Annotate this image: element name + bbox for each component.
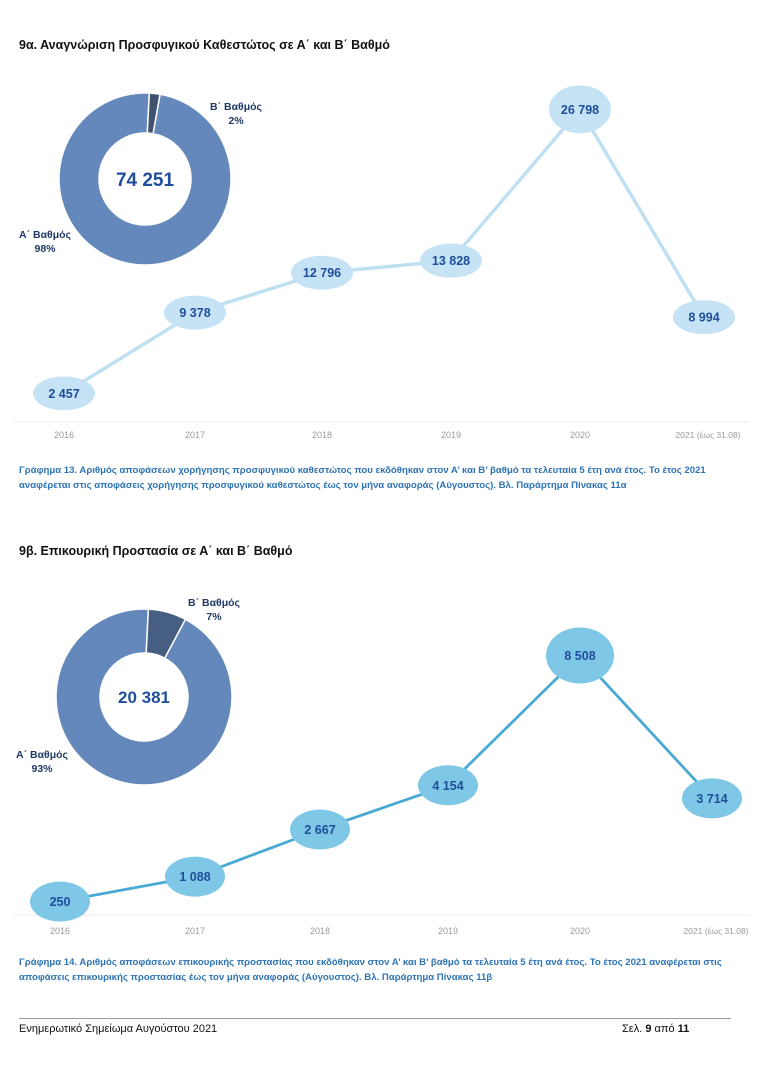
x-tick-label: 2020 (570, 926, 590, 936)
data-point (290, 809, 350, 850)
donut-slice-percent: 7% (206, 611, 222, 623)
x-tick-label: 2020 (570, 430, 590, 440)
donut-slice-percent: 93% (31, 763, 53, 775)
data-point (546, 627, 614, 684)
x-tick-label: 2018 (310, 926, 330, 936)
x-tick-label: 2016 (54, 430, 74, 440)
donut-total: 20 381 (118, 688, 170, 707)
chart-14: 2016 2017 2018 2019 2020 2021 (έως 31.08) 250 1… (14, 597, 750, 936)
data-label: 2 667 (304, 823, 335, 837)
data-point (420, 243, 482, 278)
data-label: 8 508 (564, 649, 595, 663)
x-tick-label: 2017 (185, 430, 205, 440)
data-point (30, 881, 90, 922)
data-point (673, 300, 735, 335)
donut-slice-label: Β΄ Βαθμός (210, 101, 263, 113)
x-tick-label: 2016 (50, 926, 70, 936)
data-point (418, 765, 478, 806)
data-point (549, 85, 611, 134)
donut-slice-label: Β΄ Βαθμός (188, 597, 241, 609)
x-tick-label: 2017 (185, 926, 205, 936)
data-label: 9 378 (179, 306, 210, 320)
donut-total: 74 251 (116, 170, 175, 191)
data-label: 1 088 (179, 870, 210, 884)
data-point (165, 856, 225, 897)
data-point (164, 295, 226, 330)
donut-slice-percent: 98% (34, 243, 56, 255)
donut-slice (58, 92, 232, 266)
data-label: 26 798 (561, 103, 599, 117)
x-tick-label: 2021 (έως 31.08) (683, 926, 748, 936)
data-label: 3 714 (696, 792, 727, 806)
page-current: 9 (645, 1023, 652, 1035)
data-label: 2 457 (48, 387, 79, 401)
data-label: 250 (50, 895, 71, 909)
x-tick-label: 2019 (441, 430, 461, 440)
x-tick-label: 2018 (312, 430, 332, 440)
data-point (33, 376, 95, 411)
page-prefix: Σελ. (622, 1023, 643, 1035)
section-a-caption: Γράφημα 13. Αριθμός αποφάσεων χορήγησης … (19, 465, 706, 491)
chart-13: 2016 2017 2018 2019 2020 2021 (έως 31.08) 2 45… (14, 85, 750, 440)
data-label: 4 154 (432, 779, 463, 793)
x-tick-label: 2019 (438, 926, 458, 936)
data-label: 13 828 (432, 254, 470, 268)
data-label: 12 796 (303, 266, 341, 280)
donut-slice (145, 608, 187, 660)
section-a-title: 9α. Αναγνώριση Προσφυγικού Καθεστώτος σε… (19, 38, 390, 52)
page-of: από (654, 1023, 675, 1035)
data-point (291, 255, 353, 290)
data-point (682, 778, 742, 819)
section-b-title: 9β. Επικουρική Προστασία σε Α΄ και Β΄ Βα… (19, 544, 293, 558)
donut-slice-percent: 2% (228, 115, 244, 127)
footer-document-title: Ενημερωτικό Σημείωμα Αυγούστου 2021 (19, 1023, 218, 1035)
donut-slice (55, 608, 233, 786)
section-b-caption: Γράφημα 14. Αριθμός αποφάσεων επικουρική… (19, 957, 722, 983)
donut-slice-label: Α΄ Βαθμός (16, 749, 69, 761)
donut-slice-label: Α΄ Βαθμός (19, 229, 72, 241)
page-total: 11 (677, 1023, 690, 1035)
footer-page-number: Σελ. 9 από 11 (622, 1023, 689, 1035)
series-line (63, 107, 706, 395)
footer-divider (19, 1018, 731, 1019)
x-tick-label: 2021 (έως 31.08) (675, 430, 740, 440)
data-label: 8 994 (688, 311, 719, 325)
donut-slice (146, 92, 161, 135)
